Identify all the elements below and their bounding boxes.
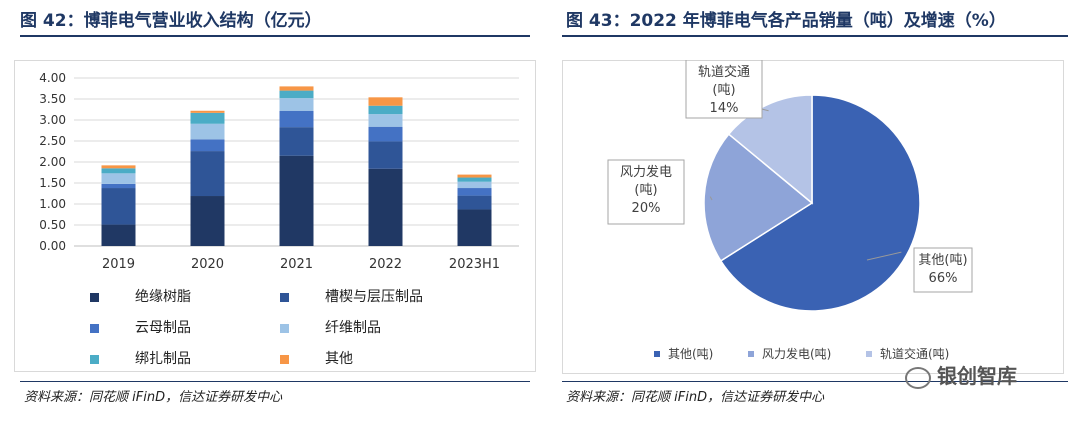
data-label: 66%: [929, 271, 958, 286]
legend-swatch: [280, 292, 289, 302]
bar-segment: [457, 188, 492, 196]
left-chart-frame: [14, 60, 536, 372]
watermark-text: 银创智库: [937, 364, 1017, 388]
bar-segment: [101, 188, 136, 225]
legend-swatch: [90, 354, 99, 364]
legend-label: 轨道交通(吨): [880, 346, 949, 361]
bar-segment: [279, 86, 314, 91]
legend-item: 绝缘树脂: [90, 286, 191, 306]
bar-segment: [101, 173, 136, 184]
data-label: 14%: [710, 101, 739, 116]
bar-segment: [190, 123, 225, 140]
callout-leader: [866, 251, 902, 261]
legend-label: 其他(吨): [668, 347, 713, 361]
pie-slice: [703, 133, 814, 262]
bar-segment: [101, 224, 136, 246]
legend-label: 云母制品: [135, 320, 191, 336]
legend-swatch: [748, 351, 754, 357]
legend-item: 其他: [280, 348, 353, 368]
legend-label: 槽楔与层压制品: [325, 289, 423, 305]
data-label: 20%: [632, 201, 661, 216]
legend-item: 纤维制品: [280, 317, 381, 337]
callout-box: [685, 60, 763, 119]
stacked-bar-chart: 0.00 0.50 1.00 1.50 2.00 2.50 3.00 3.50 4.00 201…: [39, 71, 519, 272]
left-chart-title: 图 42：博菲电气营业收入结构（亿元）: [20, 11, 322, 31]
y-tick-label: 1.00: [39, 197, 66, 211]
pie-slice: [719, 94, 921, 312]
callout-box: [607, 159, 685, 225]
bar-segment: [190, 151, 225, 197]
y-tick-label: 1.50: [39, 176, 66, 190]
bar-segment: [279, 98, 314, 111]
left-source-note: 资料来源：同花顺 iFinD，信达证券研发中心: [24, 390, 283, 405]
watermark: 银创智库: [905, 360, 1017, 389]
legend-swatch: [280, 354, 289, 364]
legend-swatch: [90, 323, 99, 333]
legend-label: 纤维制品: [325, 320, 381, 336]
data-label: 风力发电: [620, 164, 672, 180]
legend-label: 风力发电(吨): [762, 346, 831, 361]
left-title-rule: [20, 35, 530, 37]
bar-segment: [368, 141, 403, 169]
bar-segment: [368, 97, 403, 106]
y-tick-label: 4.00: [39, 71, 66, 85]
callout-leader: [709, 196, 713, 201]
y-tick-label: 3.00: [39, 113, 66, 127]
legend-label: 绑扎制品: [135, 351, 191, 367]
bar-segment: [101, 165, 136, 169]
data-label: 其他(吨): [918, 253, 967, 268]
x-tick-label: 2023H1: [449, 257, 500, 272]
data-label: (吨): [712, 83, 735, 98]
bar-segment: [368, 126, 403, 142]
legend-item: 云母制品: [90, 317, 191, 337]
bar-segment: [190, 110, 225, 113]
right-source-note: 资料来源：同花顺 iFinD，信达证券研发中心: [566, 390, 825, 405]
bar-segment: [190, 196, 225, 246]
legend-swatch: [654, 351, 660, 357]
bar-segment: [457, 195, 492, 210]
wechat-icon: [905, 366, 931, 389]
y-tick-label: 2.00: [39, 155, 66, 169]
right-bottom-rule: [562, 381, 1068, 382]
x-tick-label: 2020: [191, 257, 224, 272]
legend-swatch: [280, 323, 289, 333]
bar-segment: [368, 168, 403, 246]
y-tick-label: 0.50: [39, 218, 66, 232]
legend-swatch: [90, 292, 99, 302]
bar-segment: [279, 155, 314, 246]
x-tick-label: 2022: [369, 257, 402, 272]
x-tick-label: 2019: [102, 257, 135, 272]
pie-chart: 其他(吨)66%风力发电(吨)20%轨道交通(吨)14% 其他(吨) 风力发电(吨…: [607, 60, 973, 361]
left-bottom-rule: [20, 381, 530, 382]
bar-segment: [101, 168, 136, 174]
y-tick-label: 2.50: [39, 134, 66, 148]
right-chart-title: 图 43：2022 年博菲电气各产品销量（吨）及增速（%）: [566, 11, 1006, 31]
y-tick-label: 3.50: [39, 92, 66, 106]
legend-label: 其他: [325, 351, 353, 367]
bar-segment: [457, 174, 492, 178]
bar-segment: [279, 110, 314, 128]
bar-segment: [457, 177, 492, 182]
legend-swatch: [866, 351, 872, 357]
y-tick-label: 0.00: [39, 239, 66, 253]
bar-segment: [279, 127, 314, 156]
bar-segment: [190, 112, 225, 124]
bar-segment: [457, 181, 492, 189]
x-tick-label: 2021: [280, 257, 313, 272]
bar-segment: [101, 183, 136, 189]
legend-item: 槽楔与层压制品: [280, 286, 423, 306]
bar-segment: [190, 139, 225, 152]
data-label: 轨道交通: [698, 64, 750, 80]
callout-box: [913, 247, 973, 293]
bar-segment: [457, 209, 492, 246]
bar-segment: [368, 105, 403, 115]
bar-segment: [279, 90, 314, 99]
bar-segment: [368, 114, 403, 127]
legend-item: 绑扎制品: [90, 348, 191, 368]
right-title-rule: [562, 35, 1068, 37]
pie-slice: [727, 94, 813, 205]
data-label: (吨): [634, 183, 657, 198]
legend-label: 绝缘树脂: [135, 289, 191, 305]
